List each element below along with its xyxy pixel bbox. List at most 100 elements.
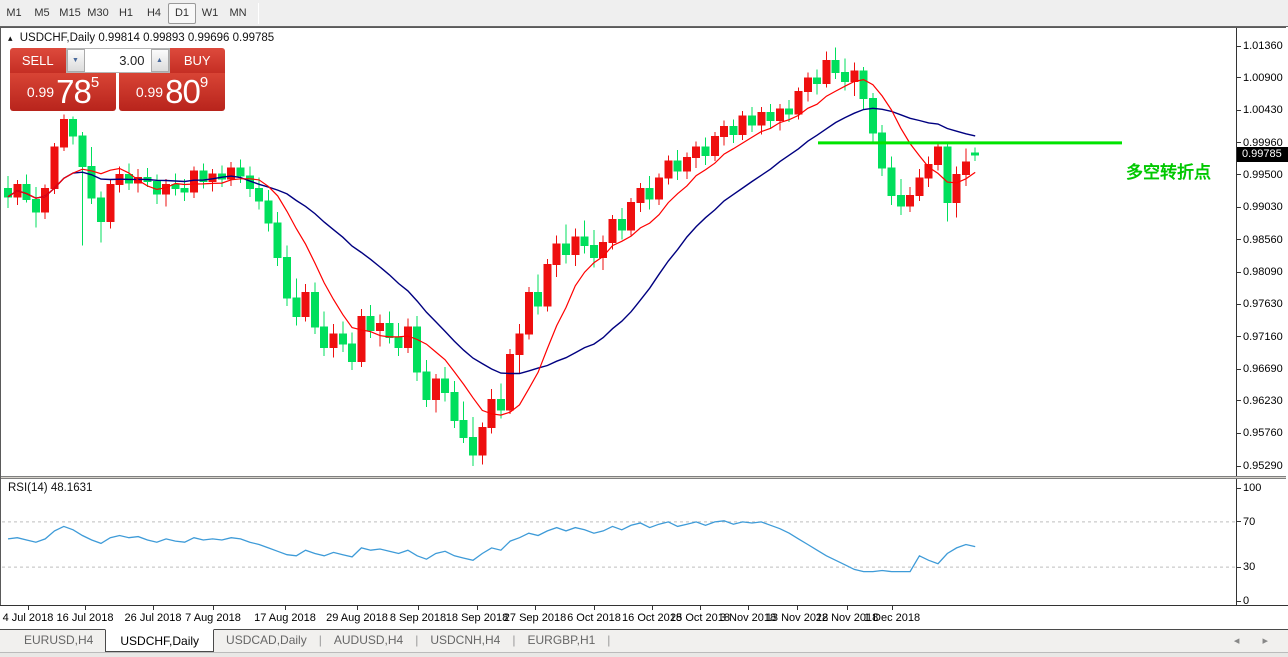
candle-body bbox=[775, 108, 784, 122]
date-tick-label: 1 Dec 2018 bbox=[863, 612, 921, 624]
rsi-tick-label: 30 bbox=[1243, 561, 1256, 574]
date-tick-label: 7 Aug 2018 bbox=[185, 612, 241, 624]
price-tick-label: 0.97160 bbox=[1243, 330, 1283, 343]
rsi-line bbox=[7, 520, 976, 573]
candle-body bbox=[199, 170, 208, 183]
candle-body bbox=[524, 291, 533, 335]
candle-body bbox=[748, 115, 756, 126]
tab-usdcad-daily[interactable]: USDCAD,Daily bbox=[226, 633, 307, 647]
tab-eurgbp-h1[interactable]: EURGBP,H1 bbox=[527, 633, 596, 647]
candle-body bbox=[292, 297, 301, 318]
candle-body bbox=[664, 160, 673, 179]
tab-eurusd-h4[interactable]: EURUSD,H4 bbox=[24, 633, 94, 647]
tab-separator: | bbox=[318, 633, 322, 647]
price-tick-mark bbox=[1237, 465, 1241, 467]
buy-button[interactable]: BUY bbox=[169, 48, 225, 73]
candle-body bbox=[682, 156, 691, 172]
candle-body bbox=[450, 392, 459, 421]
price-tick-mark bbox=[1237, 368, 1241, 370]
candle-body bbox=[859, 70, 868, 100]
sell-button[interactable]: SELL bbox=[10, 48, 66, 73]
candle-body bbox=[673, 160, 682, 172]
candle-body bbox=[627, 201, 636, 231]
rsi-indicator-canvas[interactable] bbox=[2, 479, 1236, 605]
price-tick-label: 0.98090 bbox=[1243, 266, 1283, 279]
chart-title: ▴ USDCHF,Daily 0.99814 0.99893 0.99696 0… bbox=[8, 32, 274, 44]
candle-body bbox=[831, 60, 840, 73]
sell-price-prefix: 0.99 bbox=[26, 84, 55, 100]
candle-body bbox=[190, 170, 198, 193]
date-tick-mark bbox=[847, 606, 848, 610]
date-tick-mark bbox=[797, 606, 798, 610]
candle-body bbox=[22, 183, 31, 201]
date-tick-label: 27 Sep 2018 bbox=[503, 612, 567, 624]
candle-body bbox=[924, 163, 933, 179]
date-tick-mark bbox=[418, 606, 419, 610]
buy-price-point: 9 bbox=[199, 74, 209, 91]
date-tick-label: 4 Jul 2018 bbox=[2, 612, 54, 624]
rsi-tick-label: 100 bbox=[1243, 482, 1262, 494]
symbol-period-label: USDCHF,Daily bbox=[19, 32, 96, 44]
rsi-tick-label: 0 bbox=[1243, 595, 1250, 607]
sell-price-button[interactable]: 0.99785 bbox=[10, 73, 116, 111]
sell-price-point: 5 bbox=[90, 74, 100, 91]
volume-input[interactable] bbox=[84, 49, 151, 72]
candle-body bbox=[552, 243, 561, 266]
pane-splitter[interactable] bbox=[1, 476, 1286, 479]
candle-body bbox=[720, 125, 729, 138]
candle-body bbox=[636, 188, 645, 203]
candle-body bbox=[413, 326, 422, 373]
timeframe-M5[interactable]: M5 bbox=[34, 7, 50, 19]
timeframe-H1[interactable]: H1 bbox=[118, 7, 134, 19]
tab-usdcnh-h4[interactable]: USDCNH,H4 bbox=[430, 633, 501, 647]
candle-body bbox=[273, 222, 282, 259]
candle-body bbox=[822, 60, 831, 84]
candle-body bbox=[227, 167, 236, 180]
timeframe-M15[interactable]: M15 bbox=[59, 7, 81, 19]
candle-body bbox=[441, 378, 450, 394]
candle-body bbox=[69, 118, 78, 137]
date-axis: 4 Jul 2018 16 Jul 2018 26 Jul 2018 7 Aug 20… bbox=[0, 605, 1288, 628]
price-tick-label: 0.99960 bbox=[1243, 136, 1283, 149]
volume-increase-icon[interactable]: ▲ bbox=[150, 49, 169, 72]
date-tick-mark bbox=[153, 606, 154, 610]
collapse-panel-icon[interactable]: ▴ bbox=[8, 33, 13, 43]
candle-body bbox=[78, 135, 87, 167]
candle-body bbox=[50, 146, 59, 190]
volume-spinner: ▼ ▲ bbox=[65, 48, 170, 73]
timeframe-H4[interactable]: H4 bbox=[146, 7, 162, 19]
chart-text-annotation[interactable]: 多空转折点 bbox=[1126, 163, 1211, 182]
volume-decrease-icon[interactable]: ▼ bbox=[66, 49, 85, 72]
date-tick-mark bbox=[652, 606, 653, 610]
rsi-tick-label: 70 bbox=[1243, 515, 1256, 528]
buy-price-button[interactable]: 0.99809 bbox=[119, 73, 225, 111]
price-tick-label: 1.00430 bbox=[1243, 104, 1283, 117]
price-chart-canvas[interactable] bbox=[2, 28, 1236, 476]
timeframe-MN[interactable]: MN bbox=[229, 7, 247, 19]
tab-separator: | bbox=[512, 633, 516, 647]
date-tick-label: 22 Nov 2018 bbox=[815, 612, 879, 624]
candle-body bbox=[729, 125, 738, 136]
candle-body bbox=[785, 108, 794, 115]
timeframe-M1[interactable]: M1 bbox=[6, 7, 22, 19]
tab-usdchf-daily[interactable]: USDCHF,Daily bbox=[105, 629, 215, 652]
timeframe-W1[interactable]: W1 bbox=[201, 7, 219, 19]
candle-body bbox=[841, 71, 849, 82]
date-tick-label: 17 Aug 2018 bbox=[254, 612, 316, 624]
date-tick-mark bbox=[892, 606, 893, 610]
candle-body bbox=[878, 132, 887, 169]
candle-body bbox=[766, 111, 775, 122]
sell-price-pips: 78 bbox=[56, 73, 92, 110]
date-tick-label: 26 Jul 2018 bbox=[124, 612, 182, 624]
candle-body bbox=[4, 188, 12, 198]
tab-audusd-h4[interactable]: AUDUSD,H4 bbox=[333, 633, 404, 647]
timeframe-D1[interactable]: D1 bbox=[168, 2, 196, 24]
date-tick-mark bbox=[28, 606, 29, 610]
date-tick-mark bbox=[748, 606, 749, 610]
price-tick-mark bbox=[1237, 77, 1241, 79]
tab-scroll-arrows[interactable]: ◂ ▸ bbox=[1233, 635, 1278, 647]
timeframe-M30[interactable]: M30 bbox=[87, 7, 109, 19]
chart-tab-bar: EURUSD,H4 USDCHF,Daily USDCAD,Daily | AUDUSD… bbox=[0, 629, 1288, 652]
price-tick-mark bbox=[1237, 303, 1241, 305]
candle-body bbox=[283, 257, 291, 299]
